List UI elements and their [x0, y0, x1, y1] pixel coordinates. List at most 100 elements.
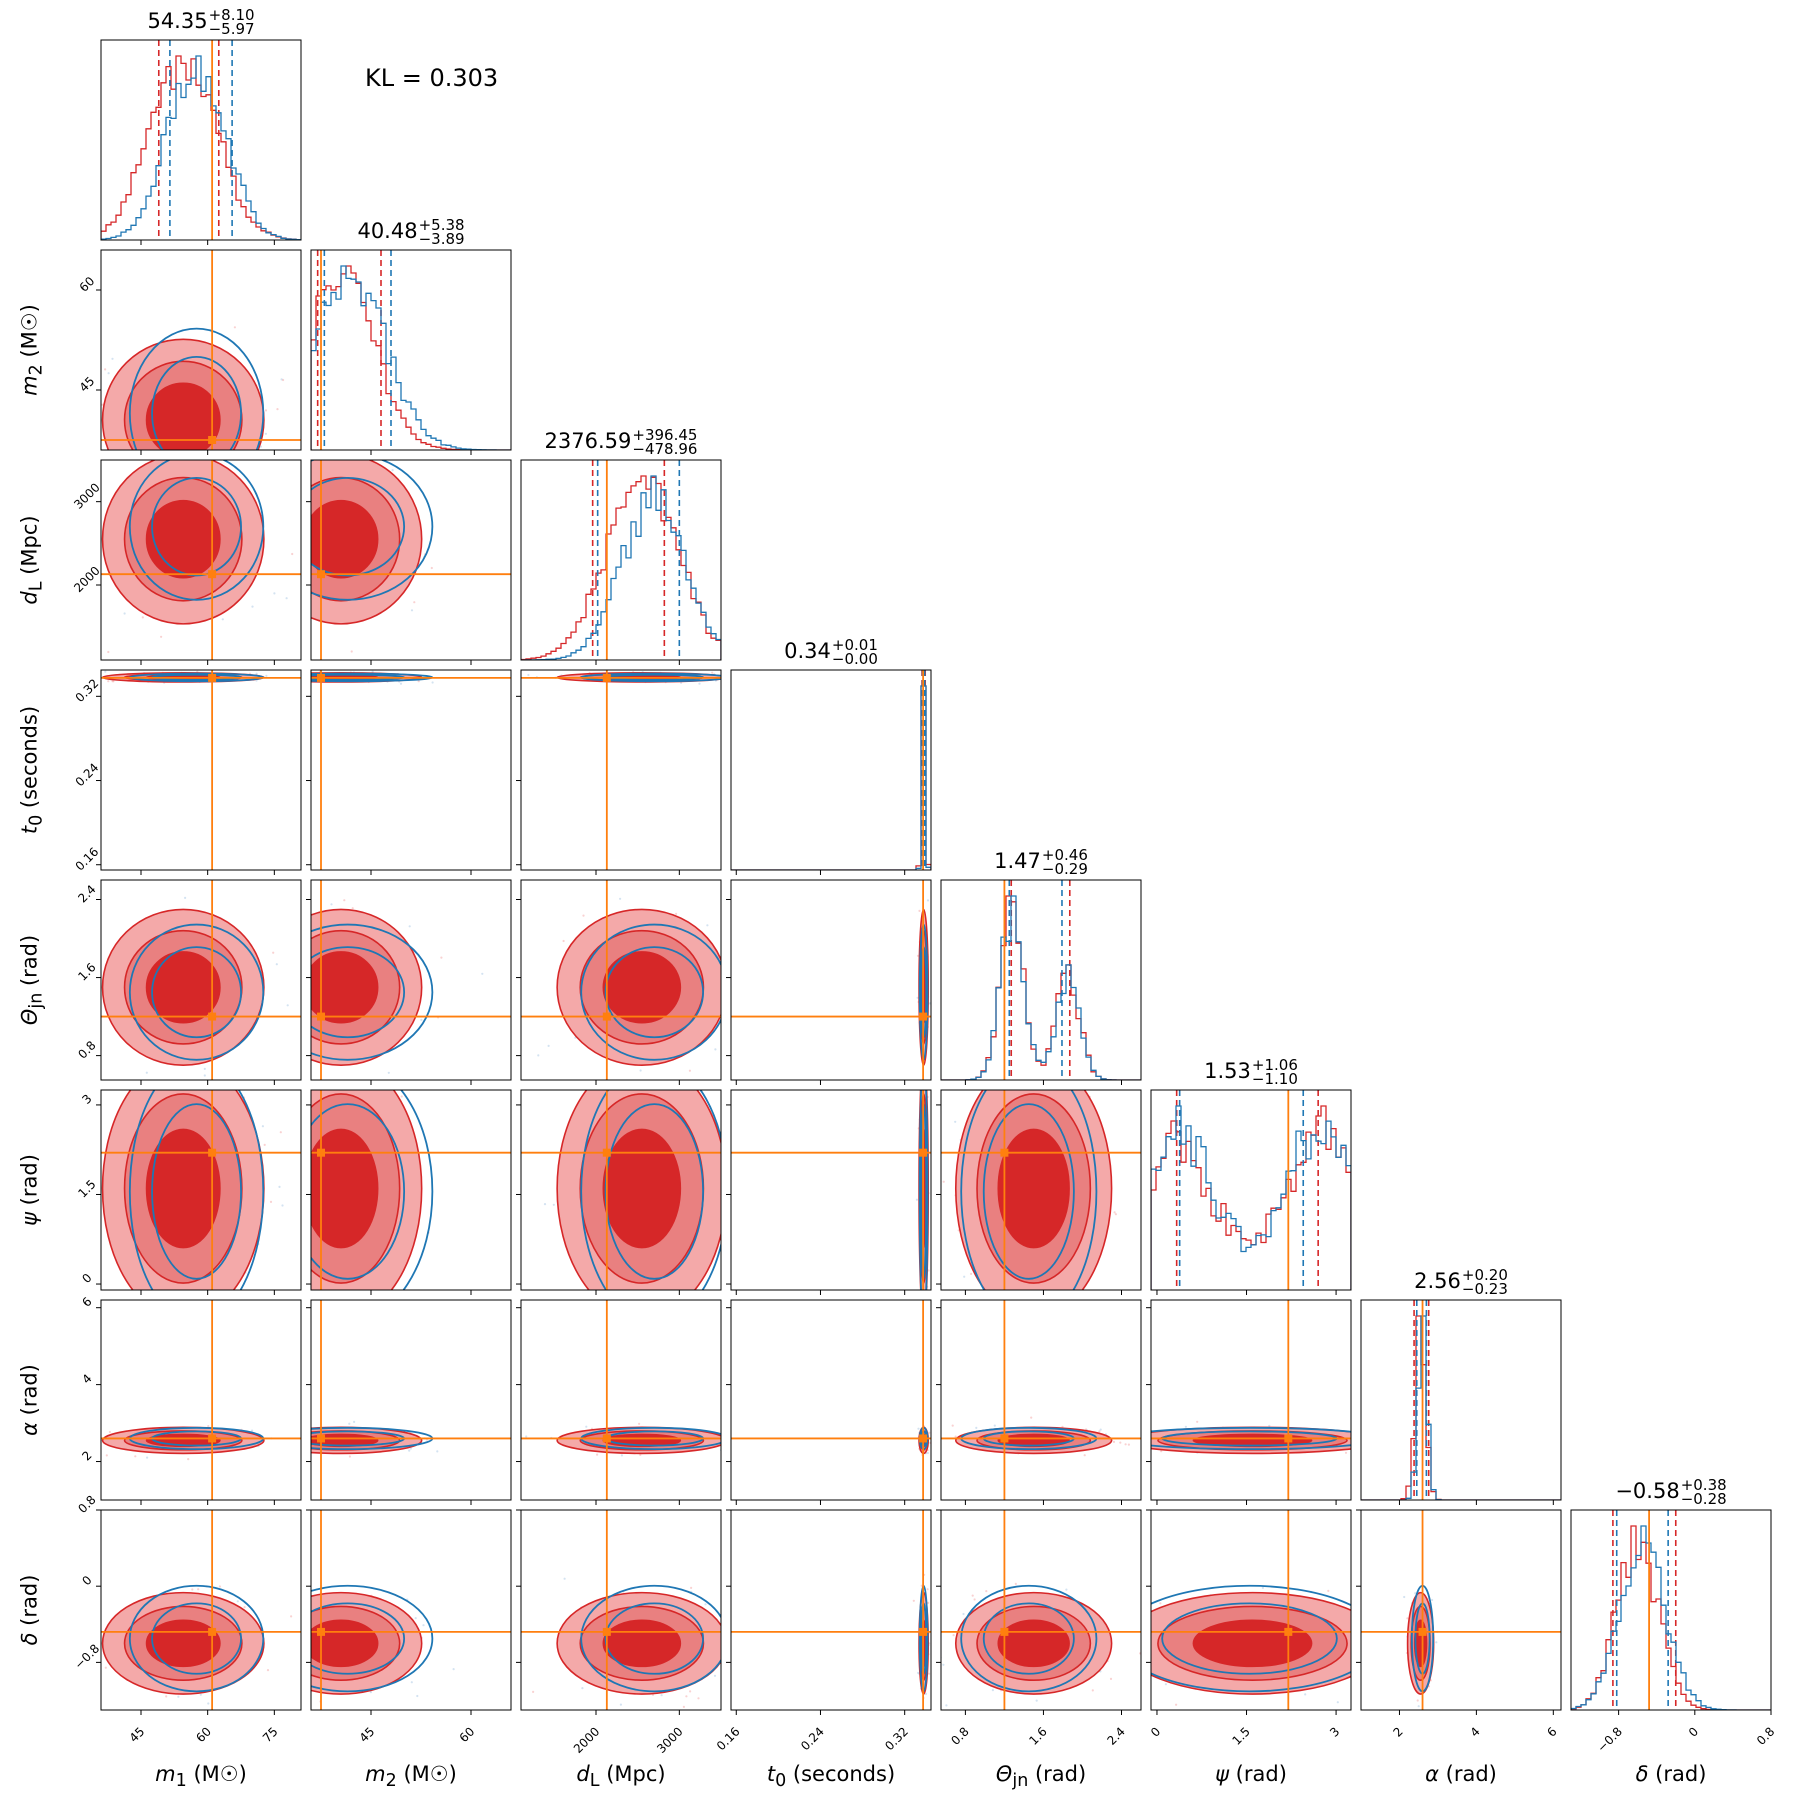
sample-point: [233, 326, 236, 329]
title-value: 1.53: [1204, 1059, 1251, 1083]
panel-frame: [730, 1509, 932, 1711]
sample-point: [231, 1322, 233, 1324]
histogram-red: [941, 895, 1141, 1080]
sample-point: [145, 1071, 148, 1074]
sample-point: [1175, 1703, 1178, 1706]
contour-blue-0: [400, 1090, 434, 1290]
title-value: 2.56: [1414, 1269, 1461, 1293]
panel-frame: [520, 459, 722, 661]
sample-point: [1004, 1296, 1006, 1298]
sample-point: [302, 524, 304, 526]
y-tick-label: 2.4: [75, 882, 98, 905]
sample-point: [104, 368, 107, 371]
sample-point: [191, 1588, 194, 1591]
sample-point: [280, 1433, 282, 1435]
sample-point: [108, 1430, 111, 1434]
sample-point: [286, 1448, 288, 1450]
y-tick-label: 0: [79, 1573, 94, 1588]
contour-red-2: [145, 382, 221, 450]
panel-delta-psi: 0 1.5 3: [1146, 1509, 1352, 1748]
sample-point: [942, 1180, 945, 1183]
sample-point: [1355, 1434, 1357, 1436]
contour-red-2: [145, 1619, 221, 1668]
sample-point: [954, 1435, 957, 1438]
panel-content: [521, 1090, 721, 1339]
sample-point: [582, 914, 585, 917]
sample-point: [160, 635, 163, 638]
panel-content: [941, 1510, 1146, 1710]
panel-alpha-m2: [280, 1299, 512, 1505]
sample-point: [725, 675, 727, 677]
panel-psi-dl: [516, 1089, 722, 1339]
x-tick-label: 0.24: [798, 1724, 827, 1753]
sample-point: [270, 570, 272, 572]
sample-point: [1397, 1441, 1399, 1443]
panel-delta-alpha: 2 4 6: [1356, 1509, 1562, 1740]
panel-dl-m1: 2000 3000: [71, 459, 302, 665]
panel-frame: [730, 1299, 932, 1501]
panel-alpha-theta: [936, 1299, 1142, 1505]
histogram-red: [731, 685, 931, 870]
y-axis-label-theta: Θjn (rad): [17, 934, 47, 1026]
sample-point: [1431, 1598, 1434, 1602]
sample-point: [264, 409, 268, 412]
sample-point: [308, 1438, 310, 1440]
x-tick-label: 0: [1148, 1724, 1163, 1739]
truth-marker: [1000, 1627, 1009, 1636]
contour-blue-0: [128, 923, 265, 1061]
x-tick-label: 0.16: [714, 1724, 743, 1753]
sample-point: [265, 1231, 267, 1233]
sample-point: [306, 1641, 308, 1643]
sample-point: [297, 1243, 299, 1245]
sample-point: [307, 495, 309, 497]
sample-point: [1403, 1595, 1406, 1599]
marginal-title-m1: 54.35 +8.10 −5.97: [147, 8, 254, 37]
sample-point: [1114, 1213, 1117, 1216]
panel-dl-m2: [270, 459, 512, 665]
sample-point: [639, 1069, 642, 1072]
sample-point: [77, 1142, 79, 1144]
sample-point: [1417, 1705, 1420, 1708]
sample-point: [991, 1689, 995, 1692]
panel-frame: [1150, 1299, 1352, 1501]
x-axis-label-t0: t0 (seconds): [766, 1762, 896, 1792]
contour-red-2: [602, 951, 682, 1024]
sample-point: [330, 903, 333, 906]
sample-point: [52, 1132, 54, 1134]
sample-point: [1344, 1451, 1348, 1454]
sample-point: [303, 549, 305, 551]
sample-point: [66, 367, 68, 369]
sample-point: [734, 1433, 736, 1435]
sample-point: [136, 455, 138, 457]
sample-point: [301, 961, 303, 963]
sample-point: [292, 675, 294, 677]
y-axis-label-t0: t0 (seconds): [17, 705, 47, 835]
truth-marker: [317, 1012, 325, 1021]
sample-point: [400, 1095, 403, 1098]
sample-point: [1124, 1443, 1127, 1446]
sample-point: [275, 963, 278, 966]
sample-point: [265, 674, 268, 677]
x-tick-label: 1.5: [1229, 1724, 1252, 1747]
y-tick-label: 0.16: [73, 845, 102, 874]
title-value: 54.35: [147, 9, 208, 33]
sample-point: [975, 1426, 978, 1429]
sample-point: [543, 1203, 547, 1206]
panel-content: [270, 460, 511, 660]
sample-point: [675, 912, 678, 915]
y-tick-label: 3000: [71, 480, 102, 511]
contour-blue-1: [311, 1602, 406, 1675]
sample-point: [488, 989, 490, 991]
sample-point: [291, 578, 293, 580]
sample-point: [626, 1734, 628, 1736]
panel-frame: [310, 459, 512, 661]
sample-point: [413, 601, 416, 604]
sample-point: [1144, 1616, 1146, 1618]
contour-red-2: [311, 951, 379, 1024]
contour-red-2: [1192, 1619, 1313, 1668]
sample-point: [431, 681, 434, 684]
y-tick-label: 1.6: [75, 960, 98, 983]
sample-point: [954, 1120, 957, 1123]
sample-point: [597, 1337, 599, 1339]
sample-point: [917, 1427, 920, 1430]
